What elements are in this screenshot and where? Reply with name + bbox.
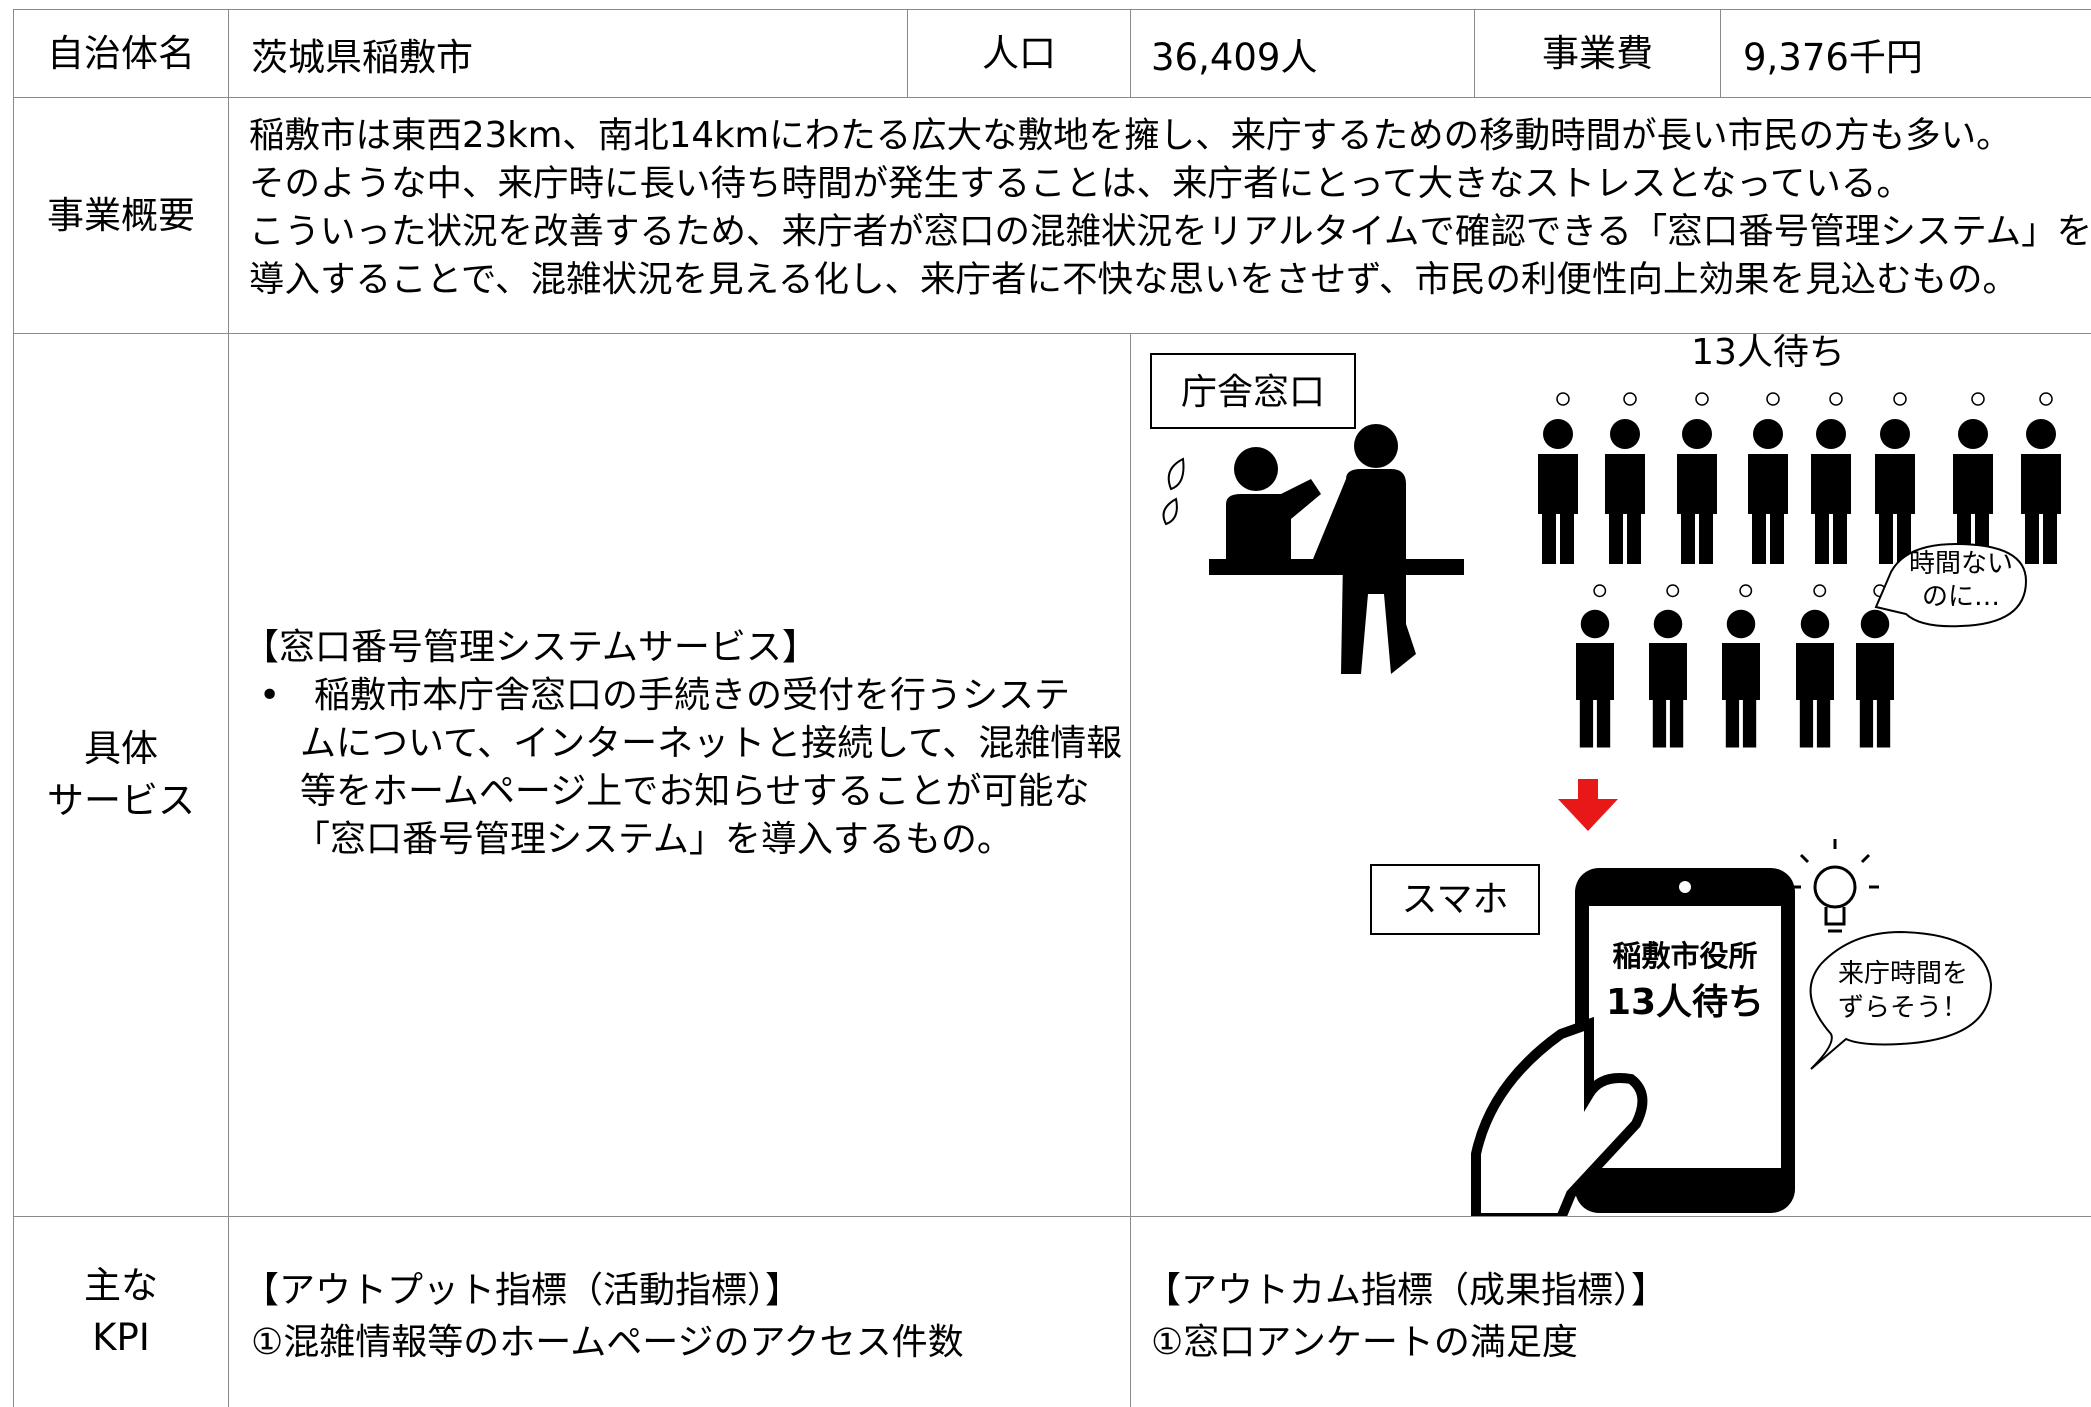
illustration-cell: 庁舎窓口 13人待ち 時間ない のに… スマホ 稲敷市役所 13人待ち 来庁時間… (1130, 333, 2091, 1217)
label: 事業概要 (47, 193, 195, 237)
label: サービス (47, 779, 195, 822)
person-head (1682, 419, 1712, 449)
service-line: 稲敷市本庁舎窓口の手続きの受付を行うシステ (314, 675, 1071, 716)
person-head (1610, 419, 1640, 449)
worry-mark (1813, 584, 1827, 598)
overview-line: こういった状況を改善するため、来庁者が窓口の混雑状況をリアルタイムで確認できる「… (249, 211, 2091, 252)
label-box (1370, 864, 1540, 935)
queue-people (1538, 392, 2061, 748)
person-body (1677, 454, 1717, 564)
kpi-cell: 【アウトプット指標（活動指標）】 ①混雑情報等のホームページのアクセス件数 (228, 1216, 1131, 1407)
worry-mark (1695, 392, 1709, 406)
person-head (1958, 419, 1988, 449)
worry-mark (1556, 392, 1570, 406)
worry-mark (1971, 392, 1985, 406)
worry-mark (1623, 392, 1637, 406)
bubble-text: 来庁時間を (1838, 959, 1968, 989)
screen-text: 13人待ち (1606, 982, 1764, 1023)
person-head (1726, 609, 1756, 639)
label: 主な (84, 1263, 158, 1307)
overview-line: そのような中、来庁時に長い待ち時間が発生することは、来庁者にとって大きなストレス… (249, 163, 1912, 204)
worry-mark (1893, 392, 1907, 406)
value-cell: 茨城県稲敷市 (228, 9, 908, 98)
label: KPI (92, 1315, 150, 1359)
queue-label: 13人待ち (1691, 334, 1845, 373)
worry-mark (1666, 584, 1680, 598)
person-body (1875, 454, 1915, 564)
bubble-text: のに… (1922, 582, 2000, 612)
label-cell: 具体 サービス (13, 333, 229, 1217)
person-body (1649, 643, 1687, 748)
illustration: 庁舎窓口 13人待ち 時間ない のに… スマホ 稲敷市役所 13人待ち 来庁時間… (1150, 334, 2061, 1216)
person-head (1580, 609, 1610, 639)
worry-mark (1739, 584, 1753, 598)
kpi-cell: 【アウトカム指標（成果指標）】 ①窓口アンケートの満足度 (1130, 1216, 2091, 1407)
label-cell: 事業費 (1474, 9, 1721, 98)
person-body (1538, 454, 1578, 564)
kpi-item: ①窓口アンケートの満足度 (1151, 1322, 1578, 1363)
label-cell: 自治体名 (13, 9, 229, 98)
person-body (1953, 454, 1993, 564)
phone-camera (1679, 881, 1691, 893)
service-line: ムについて、インターネットと接続して、混雑情報 (300, 723, 1123, 764)
person-body (1796, 643, 1834, 748)
counter-label: 庁舎窓口 (1181, 372, 1325, 413)
worry-mark (1766, 392, 1780, 406)
person-body (1856, 643, 1894, 748)
screen-text: 稲敷市役所 (1612, 939, 1757, 973)
municipality: 茨城県稲敷市 (251, 35, 473, 79)
service-line: 「窓口番号管理システム」を導入するもの。 (294, 819, 1013, 860)
label: 人口 (982, 31, 1056, 75)
bulb (1791, 839, 1879, 933)
down-arrow (1558, 779, 1618, 831)
worry-mark (2039, 392, 2053, 406)
label: 自治体名 (47, 31, 195, 75)
bubble-text: 時間ない (1909, 549, 2013, 579)
service-title: 【窓口番号管理システムサービス】 (243, 627, 818, 668)
person-head (1800, 609, 1830, 639)
bullet: • (259, 675, 281, 716)
person-body (1722, 643, 1760, 748)
label: 具体 (84, 727, 158, 770)
person-head (1653, 609, 1683, 639)
counter-scene (1162, 424, 1464, 674)
label: 事業費 (1542, 31, 1653, 75)
hand (1471, 1016, 1648, 1216)
service-line: 等をホームページ上でお知らせすることが可能な (300, 771, 1090, 812)
person-body (1811, 454, 1851, 564)
worry-mark (1593, 584, 1607, 598)
smartphone-label: スマホ (1402, 879, 1509, 920)
label-cell: 主な KPI (13, 1216, 229, 1407)
speech-bubble (1874, 542, 2028, 628)
value-cell: 9,376千円 (1720, 9, 2091, 98)
speech-bubble (1809, 930, 1993, 1070)
overview-cell: 稲敷市は東西23km、南北14kmにわたる広大な敷地を擁し、来庁するための移動時… (228, 97, 2091, 334)
label-cell: 人口 (907, 9, 1131, 98)
person-head (1880, 419, 1910, 449)
overview-line: 導入することで、混雑状況を見える化し、来庁者に不快な思いをさせず、市民の利便性向… (249, 259, 2018, 300)
kpi-title: 【アウトカム指標（成果指標）】 (1145, 1270, 1668, 1311)
person-head (1816, 419, 1846, 449)
kpi-item: ①混雑情報等のホームページのアクセス件数 (251, 1322, 964, 1363)
bubble-text: ずらそう！ (1838, 993, 1968, 1023)
worry-mark (1829, 392, 1843, 406)
person-body (2021, 454, 2061, 564)
service-cell: 【窓口番号管理システムサービス】 • 稲敷市本庁舎窓口の手続きの受付を行うシステ… (228, 333, 1131, 1217)
overview-line: 稲敷市は東西23km、南北14kmにわたる広大な敷地を擁し、来庁するための移動時… (249, 115, 2012, 156)
cost: 9,376千円 (1743, 35, 1923, 79)
person-body (1605, 454, 1645, 564)
kpi-title: 【アウトプット指標（活動指標）】 (243, 1270, 802, 1311)
person-head (2026, 419, 2056, 449)
person-head (1860, 609, 1890, 639)
person-body (1748, 454, 1788, 564)
person-head (1543, 419, 1573, 449)
value-cell: 36,409人 (1130, 9, 1475, 98)
person-head (1753, 419, 1783, 449)
label-box (1150, 353, 1356, 429)
person-body (1576, 643, 1614, 748)
label-cell: 事業概要 (13, 97, 229, 334)
population: 36,409人 (1151, 35, 1318, 79)
